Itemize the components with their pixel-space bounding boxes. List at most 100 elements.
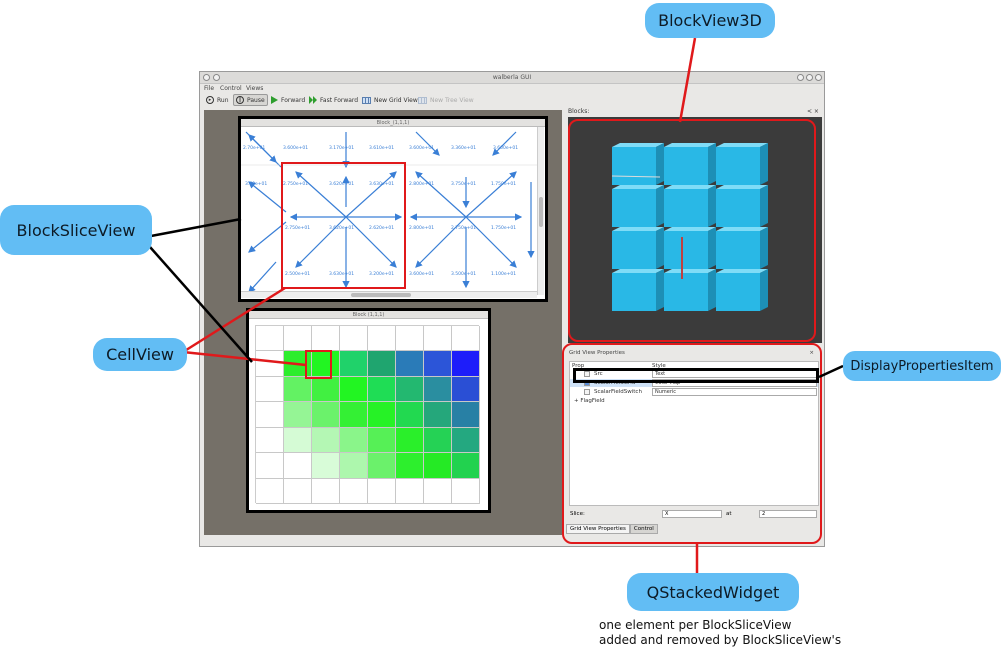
slice-value: 3.70e+01 — [245, 181, 267, 187]
minimize-button[interactable] — [797, 74, 804, 81]
heatmap-cell[interactable] — [256, 453, 284, 479]
heatmap-cell[interactable] — [452, 376, 480, 403]
fast-forward-button[interactable]: Fast Forward — [307, 94, 360, 106]
heatmap-cell[interactable] — [312, 402, 340, 428]
slice-horizontal-scrollbar[interactable] — [241, 291, 537, 298]
heatmap-cell[interactable] — [424, 427, 452, 454]
slice-value: 1.750e+01 — [491, 181, 516, 187]
menu-views[interactable]: Views — [246, 85, 264, 92]
cube-top — [612, 269, 664, 273]
heatmap-cell[interactable] — [452, 326, 480, 352]
heatmap-cell[interactable] — [368, 453, 396, 479]
heatmap-cell[interactable] — [256, 478, 284, 504]
heatmap-cell[interactable] — [284, 376, 312, 403]
slice-value: 3.360e+01 — [451, 145, 476, 151]
new-grid-view-button[interactable]: New Grid View — [360, 94, 420, 106]
heatmap-cell[interactable] — [340, 427, 368, 454]
slice-value: 3.610e+01 — [369, 145, 394, 151]
app-menu-icon[interactable] — [203, 74, 210, 81]
scalar-switch-style-select[interactable]: Numeric — [652, 388, 817, 396]
heatmap-cell[interactable] — [424, 326, 452, 352]
heatmap-cell[interactable] — [396, 453, 424, 479]
heatmap-cell[interactable] — [396, 478, 424, 504]
heatmap-cell[interactable] — [368, 326, 396, 352]
scalar-field-switch-row[interactable]: ScalarFieldSwitch Numeric — [570, 388, 818, 396]
heatmap-cell[interactable] — [312, 427, 340, 454]
menu-control[interactable]: Control — [220, 85, 242, 92]
cube-side — [760, 227, 768, 269]
heatmap-cell[interactable] — [368, 478, 396, 504]
close-button[interactable] — [815, 74, 822, 81]
slice-value-spinbox[interactable]: 2 — [759, 510, 817, 518]
props-close-icon[interactable]: × — [809, 350, 814, 356]
heatmap-cell[interactable] — [256, 376, 284, 403]
heatmap-cell[interactable] — [424, 453, 452, 479]
heatmap-cell[interactable] — [312, 478, 340, 504]
pin-icon[interactable] — [213, 74, 220, 81]
heatmap-cell[interactable] — [312, 453, 340, 479]
slice-axis-select[interactable]: X — [662, 510, 722, 518]
heatmap-cell[interactable] — [424, 351, 452, 377]
tab-control[interactable]: Control — [629, 524, 658, 534]
dock-float-icon[interactable]: < × — [807, 108, 819, 115]
flag-field-row[interactable]: + FlagField — [570, 397, 818, 405]
heatmap-cell[interactable] — [256, 427, 284, 454]
heatmap-cell[interactable] — [424, 376, 452, 403]
slice-value: 2.620e+01 — [369, 225, 394, 231]
heatmap-cell[interactable] — [396, 402, 424, 428]
heatmap-cell[interactable] — [256, 326, 284, 352]
menu-file[interactable]: File — [204, 85, 215, 92]
heatmap-cell[interactable] — [452, 402, 480, 428]
heatmap-cell[interactable] — [284, 326, 312, 352]
heatmap-cell[interactable] — [452, 478, 480, 504]
heatmap-cell[interactable] — [340, 376, 368, 403]
heatmap-cell[interactable] — [340, 402, 368, 428]
heatmap-cell[interactable] — [424, 402, 452, 428]
heatmap-cell[interactable] — [368, 351, 396, 377]
heatmap-cell[interactable] — [312, 351, 340, 377]
cube-top — [664, 269, 716, 273]
scalar-switch-checkbox[interactable] — [584, 389, 590, 395]
heatmap-cell[interactable] — [256, 351, 284, 377]
block-slice-view[interactable]: Block_(1,1,1) — [238, 116, 548, 302]
heatmap-cell[interactable] — [396, 351, 424, 377]
run-button[interactable]: ▸ Run — [204, 94, 231, 106]
heatmap-cell[interactable] — [284, 402, 312, 428]
pause-button[interactable]: ‖ Pause — [233, 94, 268, 106]
heatmap-cell[interactable] — [452, 427, 480, 454]
heatmap-cell[interactable] — [284, 427, 312, 454]
block-color-map-view[interactable]: Block (1,1,1) — [246, 308, 491, 513]
maximize-button[interactable] — [806, 74, 813, 81]
slice-value: 3.600e+01 — [409, 271, 434, 277]
scroll-thumb[interactable] — [539, 197, 543, 227]
grid-icon — [362, 96, 371, 104]
heatmap-cell[interactable] — [284, 453, 312, 479]
new-tree-view-button[interactable]: New Tree View — [416, 94, 476, 106]
heatmap-cell[interactable] — [396, 427, 424, 454]
forward-button[interactable]: Forward — [269, 94, 307, 106]
heatmap-cell[interactable] — [396, 376, 424, 403]
slice-vertical-scrollbar[interactable] — [537, 127, 544, 295]
heatmap-cell[interactable] — [368, 427, 396, 454]
heatmap-cell[interactable] — [340, 478, 368, 504]
heatmap-cell[interactable] — [340, 351, 368, 377]
heatmap-cell[interactable] — [340, 326, 368, 352]
scroll-thumb[interactable] — [351, 293, 411, 297]
cube-block — [664, 231, 708, 269]
heatmap-cell[interactable] — [284, 478, 312, 504]
heatmap-cell[interactable] — [452, 453, 480, 479]
heatmap-cell[interactable] — [424, 478, 452, 504]
heatmap-cell[interactable] — [368, 376, 396, 403]
heatmap-cell[interactable] — [396, 326, 424, 352]
block-view-3d[interactable] — [568, 117, 822, 343]
col-prop: Prop — [572, 363, 585, 369]
scalar-grid-style-select[interactable]: Color Map — [652, 379, 817, 387]
heatmap-cell[interactable] — [340, 453, 368, 479]
src-checkbox[interactable] — [584, 371, 590, 377]
heatmap-cell[interactable] — [256, 402, 284, 428]
heatmap-cell[interactable] — [312, 376, 340, 403]
heatmap-cell[interactable] — [368, 402, 396, 428]
slice-value: 3.620e+01 — [329, 181, 354, 187]
tab-grid-view-properties[interactable]: Grid View Properties — [566, 524, 630, 534]
heatmap-cell[interactable] — [452, 351, 480, 377]
